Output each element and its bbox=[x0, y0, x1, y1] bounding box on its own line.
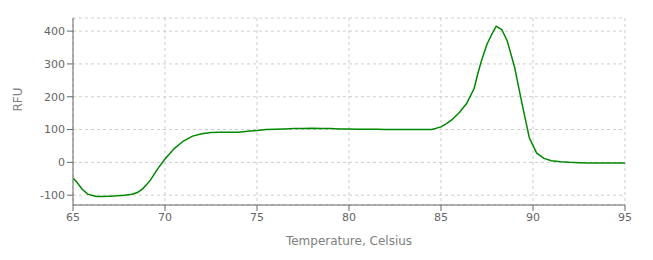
svg-text:100: 100 bbox=[44, 123, 65, 136]
svg-text:0: 0 bbox=[58, 156, 65, 169]
svg-text:70: 70 bbox=[158, 211, 172, 224]
svg-text:80: 80 bbox=[342, 211, 356, 224]
svg-text:RFU: RFU bbox=[11, 87, 25, 111]
svg-text:-100: -100 bbox=[40, 189, 65, 202]
svg-text:85: 85 bbox=[434, 211, 448, 224]
svg-text:75: 75 bbox=[250, 211, 264, 224]
svg-text:300: 300 bbox=[44, 58, 65, 71]
svg-text:200: 200 bbox=[44, 91, 65, 104]
svg-text:Temperature, Celsius: Temperature, Celsius bbox=[285, 234, 412, 248]
svg-text:65: 65 bbox=[66, 211, 80, 224]
svg-text:400: 400 bbox=[44, 25, 65, 38]
svg-text:90: 90 bbox=[526, 211, 540, 224]
svg-text:95: 95 bbox=[618, 211, 632, 224]
